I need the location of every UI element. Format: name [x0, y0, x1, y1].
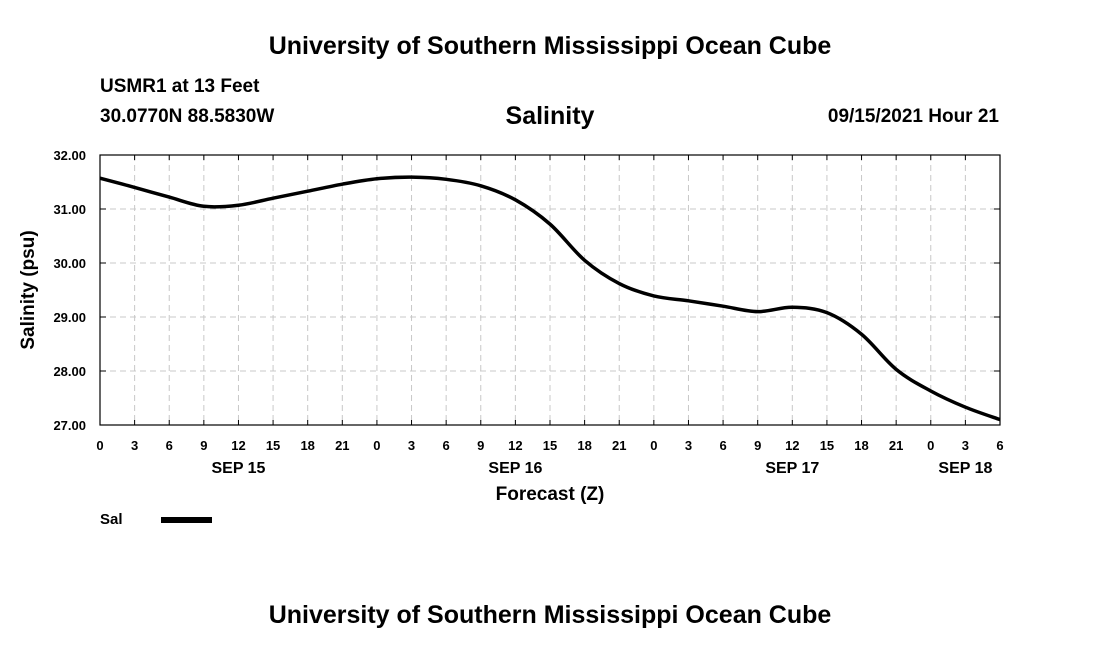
y-tick-label: 30.00	[53, 256, 86, 271]
x-tick-label: 12	[785, 438, 799, 453]
chart-title: Salinity	[506, 102, 595, 130]
plot-frame	[99, 154, 1001, 426]
x-tick-label: 21	[889, 438, 903, 453]
x-tick-label: 6	[443, 438, 450, 453]
x-tick-label: 6	[166, 438, 173, 453]
x-tick-label: 15	[820, 438, 834, 453]
x-tick-label: 3	[962, 438, 969, 453]
x-tick-label: 18	[854, 438, 868, 453]
x-tick-label: 12	[231, 438, 245, 453]
x-tick-label: 18	[300, 438, 314, 453]
series-line-sal	[99, 175, 1001, 422]
coordinates-label: 30.0770N 88.5830W	[100, 106, 275, 127]
x-tick-label: 0	[650, 438, 657, 453]
x-tick-label: 0	[927, 438, 934, 453]
x-tick-label: 3	[685, 438, 692, 453]
x-tick-label: 9	[754, 438, 761, 453]
footer-title: University of Southern Mississippi Ocean…	[268, 601, 832, 629]
x-tick-label: 9	[477, 438, 484, 453]
datetime-label: 09/15/2021 Hour 21	[827, 106, 999, 127]
x-tick-label: 3	[408, 438, 415, 453]
x-tick-label: 15	[543, 438, 557, 453]
y-tick-label: 31.00	[53, 202, 86, 217]
date-labels: SEP 15 SEP 16 SEP 17 SEP 18	[211, 460, 992, 477]
x-tick-label: 6	[996, 438, 1003, 453]
x-tick-label: 21	[612, 438, 626, 453]
x-tick-label: 18	[577, 438, 591, 453]
x-tick-label: 15	[266, 438, 280, 453]
grid	[100, 155, 1000, 425]
date-label: SEP 16	[488, 460, 542, 477]
y-tick-label: 28.00	[53, 364, 86, 379]
x-tick-label: 0	[96, 438, 103, 453]
x-tick-label: 0	[373, 438, 380, 453]
legend-label: Sal	[100, 511, 123, 528]
y-tick-label: 27.00	[53, 418, 86, 433]
y-tick-label: 29.00	[53, 310, 86, 325]
date-label: SEP 18	[938, 460, 992, 477]
page-title: University of Southern Mississippi Ocean…	[268, 32, 832, 60]
station-label: USMR1 at 13 Feet	[100, 76, 260, 97]
x-tick-label: 9	[200, 438, 207, 453]
x-axis-title: Forecast (Z)	[496, 484, 605, 505]
date-label: SEP 15	[211, 460, 265, 477]
x-tick-label: 3	[131, 438, 138, 453]
x-tick-label: 21	[335, 438, 349, 453]
x-tick-label: 6	[719, 438, 726, 453]
date-label: SEP 17	[765, 460, 819, 477]
y-tick-labels: 27.00 28.00 29.00 30.00 31.00 32.00	[53, 148, 86, 433]
y-tick-label: 32.00	[53, 148, 86, 163]
y-axis-title: Salinity (psu)	[18, 230, 39, 349]
x-tick-label: 12	[508, 438, 522, 453]
x-tick-labels: 0 3 6 9 12 15 18 21 0 3 6 9 12 15 18 21 0 3 6 9 12 15 18 21 0 3 6	[96, 438, 1003, 453]
